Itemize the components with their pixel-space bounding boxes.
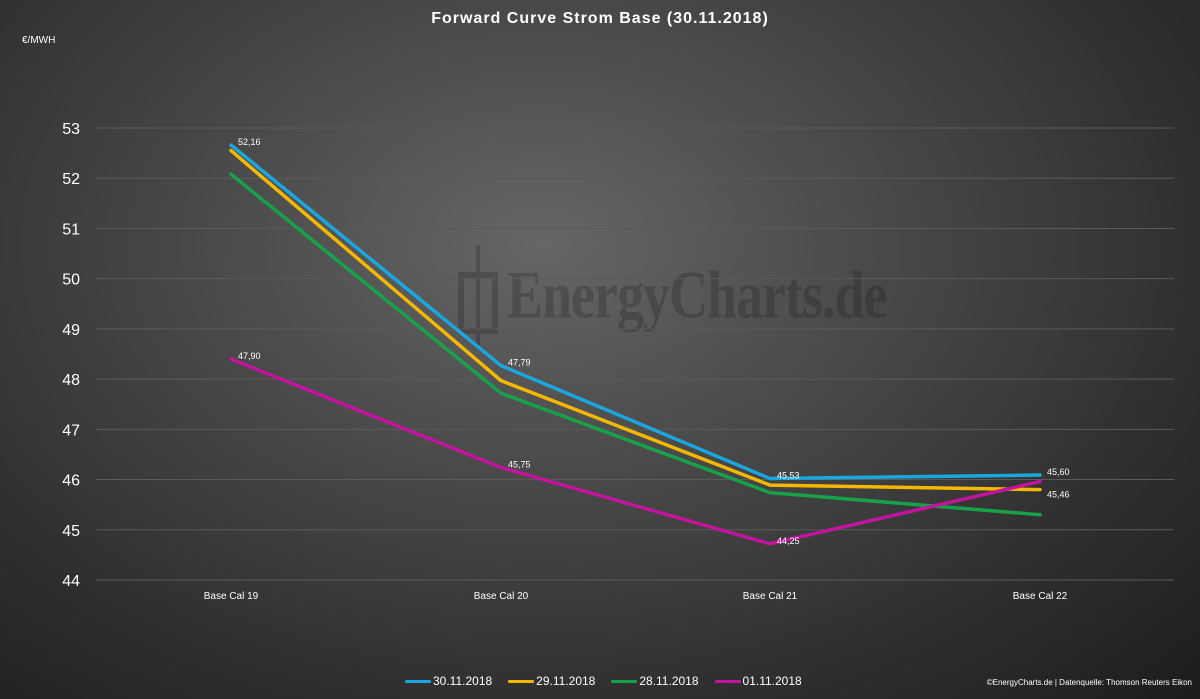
data-labels: 52,16 47,79 45,53 45,60 45,46 47,90 45,75 44,25	[238, 137, 1070, 546]
y-tick-label: 51	[62, 221, 80, 238]
x-tick-label: Base Cal 20	[474, 591, 529, 602]
x-axis-ticks: Base Cal 19 Base Cal 20 Base Cal 21 Base Ca…	[204, 591, 1068, 602]
legend-swatch	[714, 679, 741, 683]
watermark-text: EnergyCharts.de	[507, 257, 887, 333]
y-axis-unit-label: €/MWH	[22, 35, 56, 46]
x-tick-label: Base Cal 22	[1013, 591, 1068, 602]
data-label: 45,60	[1047, 467, 1070, 477]
source-note: ©EnergyCharts.de | Datenquelle: Thomson …	[986, 678, 1192, 687]
x-tick-label: Base Cal 21	[743, 591, 798, 602]
legend-item: 29.11.2018	[508, 674, 595, 688]
y-tick-label: 46	[62, 473, 80, 490]
y-tick-label: 48	[62, 372, 80, 389]
chart-title: Forward Curve Strom Base (30.11.2018)	[431, 10, 769, 27]
legend-label: 29.11.2018	[536, 674, 596, 688]
series-line-28.11.2018	[229, 172, 1042, 517]
y-tick-label: 52	[62, 171, 80, 188]
legend-item: 30.11.2018	[405, 674, 492, 688]
data-label: 47,90	[238, 351, 261, 361]
y-tick-label: 53	[62, 121, 80, 138]
legend-label: 30.11.2018	[433, 674, 493, 688]
legend-label: 28.11.2018	[639, 674, 699, 688]
data-label: 47,79	[508, 358, 531, 368]
x-tick-label: Base Cal 19	[204, 591, 259, 602]
y-tick-label: 44	[62, 573, 80, 590]
series-line-01.11.2018	[229, 357, 1042, 546]
series-lines	[229, 143, 1042, 546]
legend-swatch	[405, 679, 431, 683]
legend-item: 28.11.2018	[611, 674, 699, 688]
watermark: EnergyCharts.de	[455, 245, 887, 345]
candlestick-logo-icon	[458, 245, 498, 345]
series-line-29.11.2018	[229, 148, 1042, 492]
y-tick-label: 45	[62, 523, 80, 540]
series-line-30.11.2018	[229, 143, 1042, 481]
legend-swatch	[611, 679, 638, 683]
data-label: 45,46	[1047, 490, 1070, 500]
legend: 30.11.2018 29.11.2018 28.11.2018 01.11.2018	[405, 674, 802, 688]
data-label: 52,16	[238, 137, 261, 147]
legend-item: 01.11.2018	[714, 674, 802, 688]
y-tick-label: 50	[62, 272, 80, 289]
y-tick-label: 47	[62, 422, 80, 439]
y-axis-ticks: 44 45 46 47 48 49 50 51 52 53	[62, 121, 80, 590]
gridlines	[96, 127, 1174, 581]
data-label: 45,53	[777, 471, 800, 481]
data-label: 44,25	[777, 536, 800, 546]
legend-swatch	[508, 679, 535, 683]
data-label: 45,75	[508, 460, 531, 470]
legend-label: 01.11.2018	[742, 674, 802, 688]
y-tick-label: 49	[62, 322, 80, 339]
